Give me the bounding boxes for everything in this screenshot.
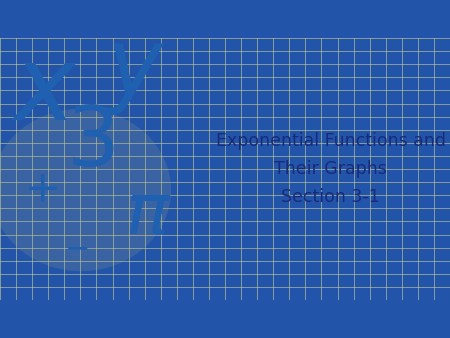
Text: $\mathit{3}$: $\mathit{3}$ bbox=[66, 103, 114, 183]
Text: $\mathit{y}$: $\mathit{y}$ bbox=[104, 27, 166, 117]
Ellipse shape bbox=[0, 109, 171, 271]
Text: $\mathit{x}$: $\mathit{x}$ bbox=[11, 40, 79, 141]
Text: $+$: $+$ bbox=[23, 168, 58, 212]
Text: $-$: $-$ bbox=[64, 232, 89, 263]
Text: $\pi$: $\pi$ bbox=[125, 178, 172, 249]
Text: Exponential Functions and
Their Graphs
Section 3-1: Exponential Functions and Their Graphs S… bbox=[216, 132, 446, 206]
